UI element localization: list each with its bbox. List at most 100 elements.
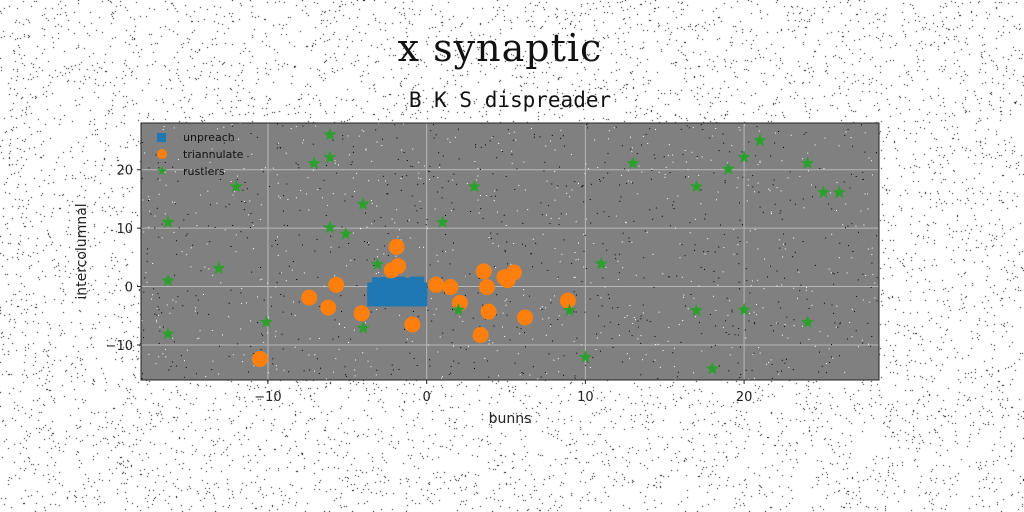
noise-dot xyxy=(344,366,346,368)
noise-dot xyxy=(845,131,847,133)
noise-dot xyxy=(619,253,621,255)
noise-dot xyxy=(332,338,334,340)
noise-dot xyxy=(652,253,654,255)
noise-dot xyxy=(442,155,444,157)
noise-dot xyxy=(302,125,304,127)
x-tick-label: 0 xyxy=(423,390,431,405)
noise-dot xyxy=(581,281,583,283)
data-point-unpreach xyxy=(410,276,425,291)
noise-dot xyxy=(712,135,714,137)
noise-dot xyxy=(387,233,389,234)
noise-dot xyxy=(746,241,748,243)
noise-dot xyxy=(520,328,522,330)
noise-dot xyxy=(755,155,757,157)
noise-dot xyxy=(455,183,457,185)
noise-dot xyxy=(235,234,237,236)
noise-dot xyxy=(583,266,585,268)
noise-dot xyxy=(356,172,358,174)
noise-dot xyxy=(622,232,624,234)
noise-dot xyxy=(596,333,597,335)
noise-dot xyxy=(270,296,272,298)
noise-dot xyxy=(504,249,506,251)
noise-dot xyxy=(314,370,315,372)
noise-dot xyxy=(589,298,591,300)
noise-dot xyxy=(187,214,189,215)
noise-dot xyxy=(452,329,454,331)
noise-dot xyxy=(458,158,460,160)
noise-dot xyxy=(835,326,837,328)
noise-dot xyxy=(876,277,878,279)
noise-dot xyxy=(368,244,370,246)
noise-dot xyxy=(485,144,486,146)
noise-dot xyxy=(780,190,782,192)
noise-dot xyxy=(557,319,559,321)
noise-dot xyxy=(855,225,857,227)
noise-dot xyxy=(508,133,510,135)
noise-dot xyxy=(433,137,435,139)
noise-dot xyxy=(792,256,794,258)
noise-dot xyxy=(700,203,702,205)
noise-dot xyxy=(739,377,741,379)
noise-dot xyxy=(807,170,809,172)
noise-dot xyxy=(827,203,829,205)
noise-dot xyxy=(689,232,691,234)
noise-dot xyxy=(453,242,454,244)
noise-dot xyxy=(807,152,809,154)
noise-dot xyxy=(230,246,232,247)
noise-dot xyxy=(180,355,182,357)
noise-dot xyxy=(496,211,498,213)
noise-dot xyxy=(185,235,187,237)
noise-dot xyxy=(635,319,636,321)
noise-dot xyxy=(195,212,197,214)
noise-dot xyxy=(277,254,279,256)
noise-dot xyxy=(560,129,562,131)
noise-dot xyxy=(628,241,630,242)
noise-dot xyxy=(551,134,553,136)
noise-dot xyxy=(621,145,623,147)
noise-dot xyxy=(450,372,452,374)
noise-dot xyxy=(532,238,534,240)
noise-dot xyxy=(545,307,547,309)
noise-dot xyxy=(291,313,293,315)
noise-dot xyxy=(465,275,467,277)
noise-dot xyxy=(177,295,179,297)
noise-dot xyxy=(779,307,781,309)
data-point-rustlers xyxy=(435,215,450,228)
noise-dot xyxy=(870,287,872,288)
noise-dot xyxy=(177,180,179,182)
noise-dot xyxy=(833,283,835,285)
noise-dot xyxy=(867,322,869,324)
noise-dot xyxy=(771,377,773,379)
noise-dot xyxy=(871,247,873,249)
noise-dot xyxy=(726,297,728,299)
noise-dot xyxy=(546,214,547,216)
noise-dot xyxy=(195,307,197,309)
noise-dot xyxy=(727,314,729,316)
noise-dot xyxy=(441,277,443,279)
noise-dot xyxy=(397,159,399,161)
noise-dot xyxy=(694,244,696,246)
noise-dot xyxy=(631,147,633,149)
noise-dot xyxy=(286,225,288,226)
noise-dot xyxy=(327,204,329,206)
noise-dot xyxy=(411,340,413,342)
noise-dot xyxy=(272,363,274,365)
noise-dot xyxy=(161,312,163,314)
noise-dot xyxy=(672,204,674,206)
noise-dot xyxy=(751,280,753,282)
noise-dot xyxy=(818,371,820,373)
noise-dot xyxy=(653,361,655,363)
noise-dot xyxy=(174,202,176,203)
data-point-triannulate xyxy=(252,350,269,367)
noise-dot xyxy=(590,282,592,284)
noise-dot xyxy=(513,131,515,133)
noise-dot xyxy=(557,185,559,187)
noise-dot xyxy=(668,276,670,278)
noise-dot xyxy=(437,351,439,353)
noise-dot xyxy=(578,242,579,244)
noise-dot xyxy=(401,176,403,178)
noise-dot xyxy=(602,277,604,279)
noise-dot xyxy=(295,197,297,199)
data-point-rustlers xyxy=(737,302,751,316)
noise-dot xyxy=(549,223,551,225)
